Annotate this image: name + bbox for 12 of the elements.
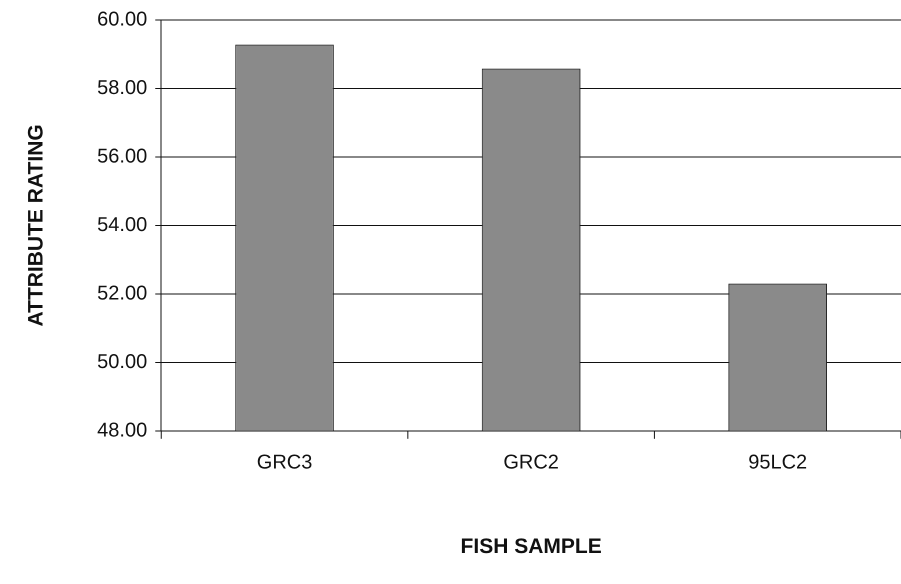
y-tick-label: 52.00 bbox=[97, 282, 148, 304]
y-axis-title: ATTRIBUTE RATING bbox=[24, 124, 48, 326]
y-tick-label: 58.00 bbox=[97, 76, 148, 99]
y-tick-label: 56.00 bbox=[97, 145, 148, 168]
y-tick-label: 50.00 bbox=[97, 350, 148, 373]
y-tick-label: 60.00 bbox=[97, 8, 148, 31]
x-tick-label: GRC2 bbox=[503, 451, 559, 474]
x-tick-label: 95LC2 bbox=[748, 451, 808, 474]
x-tick-label: GRC3 bbox=[256, 451, 312, 474]
y-tick-label: 48.00 bbox=[97, 419, 148, 442]
y-tick-label: 54.00 bbox=[97, 214, 148, 236]
x-axis-title: FISH SAMPLE bbox=[460, 535, 602, 558]
